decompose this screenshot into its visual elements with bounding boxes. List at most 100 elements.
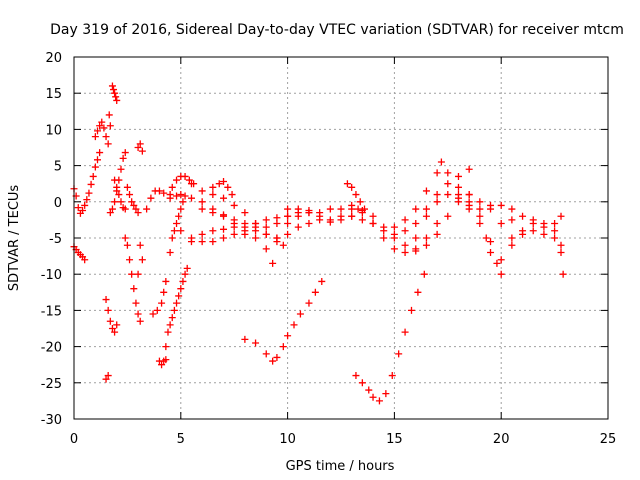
data-point bbox=[420, 270, 428, 278]
data-point bbox=[318, 277, 326, 285]
data-point bbox=[102, 296, 110, 304]
data-point bbox=[106, 122, 114, 130]
data-point bbox=[279, 241, 287, 249]
data-point bbox=[123, 183, 131, 191]
data-point bbox=[181, 192, 189, 200]
data-point bbox=[198, 198, 206, 206]
data-point bbox=[401, 241, 409, 249]
data-point bbox=[134, 144, 142, 151]
x-tick-label: 10 bbox=[279, 432, 296, 447]
data-point bbox=[551, 234, 559, 242]
data-point bbox=[352, 372, 360, 380]
data-point bbox=[100, 124, 108, 132]
data-point bbox=[117, 198, 125, 206]
data-point bbox=[128, 198, 136, 206]
data-point bbox=[113, 96, 121, 104]
data-point bbox=[348, 183, 356, 191]
data-point bbox=[198, 187, 206, 195]
data-point bbox=[380, 227, 388, 235]
data-point bbox=[126, 256, 134, 264]
data-point bbox=[476, 220, 484, 228]
data-point bbox=[360, 205, 368, 213]
data-point bbox=[173, 176, 181, 184]
y-tick-label: 10 bbox=[45, 123, 62, 138]
data-point bbox=[273, 214, 281, 222]
data-point bbox=[529, 216, 537, 224]
data-point bbox=[284, 220, 292, 228]
data-point bbox=[166, 248, 174, 256]
data-point bbox=[390, 223, 398, 231]
x-tick-label: 25 bbox=[600, 432, 617, 447]
frame-layer bbox=[73, 56, 609, 420]
data-point bbox=[497, 270, 505, 278]
data-point bbox=[252, 223, 260, 231]
data-point bbox=[166, 194, 174, 202]
data-point bbox=[375, 397, 383, 405]
data-point bbox=[284, 230, 292, 238]
data-point bbox=[130, 201, 138, 209]
data-point bbox=[170, 227, 178, 235]
data-point bbox=[111, 89, 119, 97]
data-point bbox=[497, 201, 505, 209]
data-point bbox=[102, 133, 110, 141]
data-point bbox=[354, 205, 362, 213]
y-tick-label: -25 bbox=[41, 377, 62, 392]
data-point bbox=[401, 248, 409, 256]
data-point bbox=[158, 361, 166, 369]
y-tick-label: 15 bbox=[45, 87, 62, 102]
data-point bbox=[508, 216, 516, 224]
data-point bbox=[179, 198, 187, 206]
data-point bbox=[551, 220, 559, 228]
data-point bbox=[224, 183, 232, 191]
data-point bbox=[74, 204, 82, 212]
data-point bbox=[356, 198, 364, 206]
data-point bbox=[422, 234, 430, 242]
data-point bbox=[476, 198, 484, 206]
data-point bbox=[454, 172, 462, 180]
data-point bbox=[305, 299, 313, 307]
data-point bbox=[433, 169, 441, 177]
data-point bbox=[273, 234, 281, 242]
data-point bbox=[454, 191, 462, 199]
data-point bbox=[433, 220, 441, 228]
data-point bbox=[508, 205, 516, 213]
data-point bbox=[155, 187, 163, 195]
data-point bbox=[168, 234, 176, 242]
data-point bbox=[294, 212, 302, 220]
data-point bbox=[529, 227, 537, 235]
data-point bbox=[173, 299, 181, 307]
data-point bbox=[369, 220, 377, 228]
data-point bbox=[91, 163, 99, 171]
data-point bbox=[215, 180, 223, 188]
data-point bbox=[209, 209, 217, 217]
data-point bbox=[326, 205, 334, 213]
data-point bbox=[294, 205, 302, 213]
data-point bbox=[454, 183, 462, 191]
data-point bbox=[168, 183, 176, 191]
grid-layer bbox=[74, 57, 608, 419]
data-point bbox=[104, 306, 112, 314]
y-tick-label: 0 bbox=[54, 196, 62, 211]
data-point bbox=[93, 127, 101, 135]
data-point bbox=[106, 209, 114, 217]
data-point bbox=[241, 230, 249, 238]
data-point bbox=[444, 191, 452, 199]
data-point bbox=[134, 270, 142, 278]
data-point bbox=[557, 212, 565, 220]
data-point bbox=[230, 201, 238, 209]
data-point bbox=[487, 248, 495, 256]
data-point bbox=[98, 118, 106, 126]
data-point bbox=[113, 183, 121, 191]
data-point bbox=[305, 220, 313, 228]
data-point bbox=[284, 212, 292, 220]
data-point bbox=[487, 238, 495, 246]
data-point bbox=[422, 212, 430, 220]
data-point bbox=[252, 339, 260, 347]
data-point bbox=[401, 227, 409, 235]
data-point bbox=[369, 212, 377, 220]
data-point bbox=[493, 259, 501, 267]
data-point bbox=[96, 149, 104, 157]
data-point bbox=[444, 169, 452, 177]
data-point bbox=[412, 234, 420, 242]
